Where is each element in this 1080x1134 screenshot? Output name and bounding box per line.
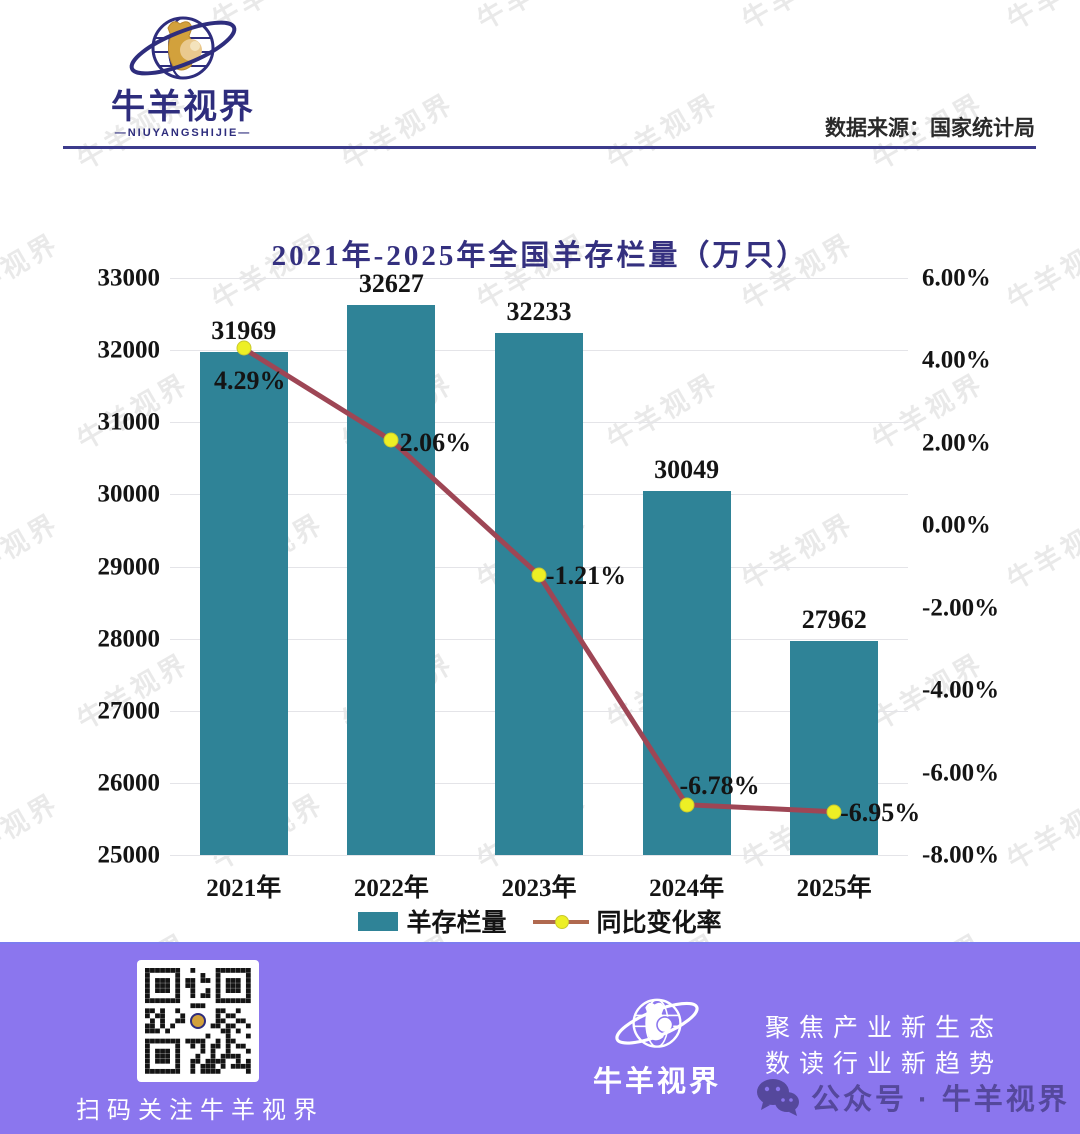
- y-axis-tick-right: 4.00%: [922, 346, 991, 374]
- line-point-2025年: [826, 804, 842, 820]
- gridline: [170, 278, 908, 279]
- wechat-account-label: 公众号 · 牛羊视界: [811, 1084, 1070, 1116]
- footer-logo: 牛羊视界: [592, 992, 722, 1100]
- line-series-marker: [532, 912, 589, 931]
- y-axis-tick-right: -8.00%: [922, 841, 1000, 869]
- brand-globe-icon: [129, 16, 237, 80]
- x-axis-label: 2024年: [649, 875, 725, 902]
- y-axis-tick-left: 30000: [97, 480, 161, 508]
- brand-name: 牛羊视界: [111, 88, 255, 126]
- bar-value-label: 32233: [506, 297, 572, 327]
- gridline: [170, 855, 908, 856]
- legend-item-line-series: 同比变化率: [532, 903, 722, 939]
- line-point-label: -6.95%: [840, 797, 921, 827]
- slogan-line-1: 聚焦产业新生态: [765, 1014, 1004, 1042]
- legend-item-bar-series: 羊存栏量: [358, 903, 507, 939]
- wechat-account-row: 公众号 · 牛羊视界: [755, 1076, 1070, 1118]
- line-point-2022年: [383, 432, 399, 448]
- line-point-label: 4.29%: [214, 366, 286, 396]
- y-axis-tick-right: 6.00%: [922, 264, 991, 292]
- y-axis-tick-right: -6.00%: [922, 759, 1000, 787]
- data-source-label: 数据来源：国家统计局: [825, 117, 1035, 140]
- header-divider: [63, 146, 1036, 149]
- bar-2021年: [199, 352, 288, 855]
- bar-value-label: 27962: [801, 605, 867, 635]
- bar-value-label: 32627: [358, 268, 424, 298]
- brand-logo: 牛羊视界 —NIUYANGSHIJIE—: [98, 8, 268, 139]
- bar-2023年: [495, 333, 583, 855]
- line-point-2021年: [236, 340, 252, 356]
- line-point-2024年: [679, 797, 695, 813]
- bar-series-swatch: [358, 911, 399, 931]
- brand-subtitle: —NIUYANGSHIJIE—: [114, 127, 252, 139]
- bar-2024年: [642, 490, 731, 855]
- wechat-icon: [757, 1079, 799, 1116]
- bar-value-label: 30049: [654, 454, 720, 484]
- bar-series-label: 羊存栏量: [406, 910, 507, 937]
- bar-2022年: [347, 304, 436, 855]
- footer-logo-name: 牛羊视界: [592, 1066, 721, 1098]
- y-axis-tick-left: 25000: [97, 841, 161, 869]
- qr-caption: 扫码关注牛羊视界: [76, 1097, 324, 1124]
- bar-value-label: 31969: [211, 316, 277, 346]
- y-axis-tick-left: 27000: [97, 697, 161, 725]
- qr-code: [137, 960, 259, 1082]
- line-point-2023年: [531, 567, 547, 583]
- footer-globe-icon: [615, 998, 699, 1048]
- line-series-label: 同比变化率: [596, 910, 722, 937]
- header: 牛羊视界 —NIUYANGSHIJIE— 数据来源：国家统计局: [0, 0, 1080, 150]
- y-axis-tick-left: 28000: [97, 625, 161, 653]
- y-axis-tick-right: -2.00%: [922, 594, 1000, 622]
- line-point-label: -1.21%: [545, 561, 627, 591]
- y-axis-tick-left: 26000: [97, 769, 161, 797]
- y-axis-tick-left: 31000: [97, 408, 161, 436]
- x-axis-label: 2021年: [206, 875, 282, 902]
- y-axis-tick-left: 29000: [97, 553, 161, 580]
- bar-2025年: [790, 641, 879, 855]
- line-point-label: 2.06%: [399, 428, 472, 458]
- y-axis-tick-right: 0.00%: [922, 511, 991, 539]
- y-axis-tick-left: 33000: [97, 264, 161, 292]
- x-axis-label: 2022年: [353, 875, 429, 902]
- footer-banner: 扫码关注牛羊视界 牛羊视界 聚焦产业新生态 数读行业新趋势: [0, 942, 1080, 1134]
- line-point-label: -6.78%: [679, 770, 760, 800]
- chart-title: 2021年-2025年全国羊存栏量（万只）: [271, 240, 809, 272]
- qr-code-image: [145, 968, 251, 1074]
- x-axis-label: 2025年: [796, 875, 872, 902]
- y-axis-tick-right: -4.00%: [922, 676, 1000, 704]
- x-axis-label: 2023年: [501, 875, 577, 902]
- chart-legend: 羊存栏量 同比变化率: [0, 903, 1080, 939]
- footer-slogan: 聚焦产业新生态 数读行业新趋势: [765, 1010, 1003, 1083]
- y-axis-tick-left: 32000: [97, 336, 161, 364]
- y-axis-tick-right: 2.00%: [922, 429, 991, 457]
- slogan-line-2: 数读行业新趋势: [765, 1050, 1004, 1079]
